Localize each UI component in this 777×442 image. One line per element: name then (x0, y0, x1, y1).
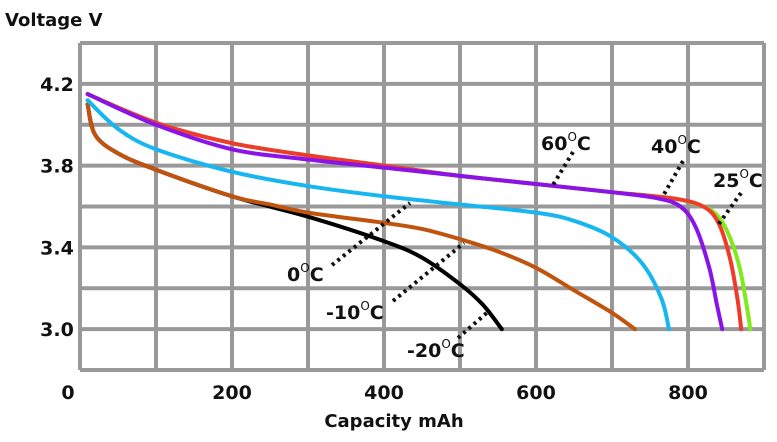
x-tick-label: 0 (61, 382, 74, 404)
unit-label: C (577, 133, 591, 155)
series-label-value: -20 (407, 340, 441, 362)
y-tick-label: 3.0 (40, 319, 74, 341)
series-label-value: 0 (287, 264, 300, 286)
series-label-25: 25OC (713, 167, 763, 192)
series-label-value: 25 (713, 170, 739, 192)
grid (78, 41, 766, 372)
series-label-40: 40OC (651, 133, 701, 158)
label-leaders (330, 150, 743, 340)
series-line-0 (85, 98, 671, 332)
x-tick-label: 800 (668, 382, 708, 404)
y-axis-label: Voltage V (5, 10, 103, 31)
unit-label: C (370, 302, 384, 324)
series-label-value: 40 (651, 136, 677, 158)
degree-mark: O (300, 261, 309, 275)
series-line-minus10 (85, 102, 637, 332)
series-label-minus20: -20OC (407, 337, 465, 362)
unit-label: C (749, 170, 763, 192)
x-axis-label: Capacity mAh (324, 411, 463, 432)
y-tick-label: 3.8 (40, 156, 74, 178)
series-label-0: 0OC (287, 261, 324, 286)
x-tick-label: 600 (516, 382, 556, 404)
leader-line-0 (330, 201, 412, 267)
series-curves (85, 92, 753, 332)
degree-mark: O (739, 167, 748, 181)
series-label-minus10: -10OC (326, 299, 384, 324)
series-line-60 (85, 92, 744, 332)
series-label-value: 60 (541, 133, 567, 155)
series-label-60: 60OC (541, 130, 591, 155)
degree-mark: O (441, 337, 450, 351)
y-tick-label: 3.4 (40, 237, 74, 259)
degree-mark: O (567, 130, 576, 144)
series-line-25 (85, 92, 753, 332)
y-tick-label: 4.2 (40, 74, 74, 96)
x-tick-label: 400 (364, 382, 404, 404)
series-line-40 (85, 92, 725, 332)
degree-mark: O (360, 299, 369, 313)
series-line-minus20 (85, 102, 504, 332)
series-label-value: -10 (326, 302, 360, 324)
unit-label: C (310, 264, 324, 286)
leader-line-minus20 (456, 308, 492, 340)
unit-label: C (687, 136, 701, 158)
leader-line-minus10 (391, 241, 466, 303)
leader-line-60 (551, 150, 575, 187)
degree-mark: O (677, 133, 686, 147)
unit-label: C (451, 340, 465, 362)
x-tick-label: 200 (212, 382, 252, 404)
